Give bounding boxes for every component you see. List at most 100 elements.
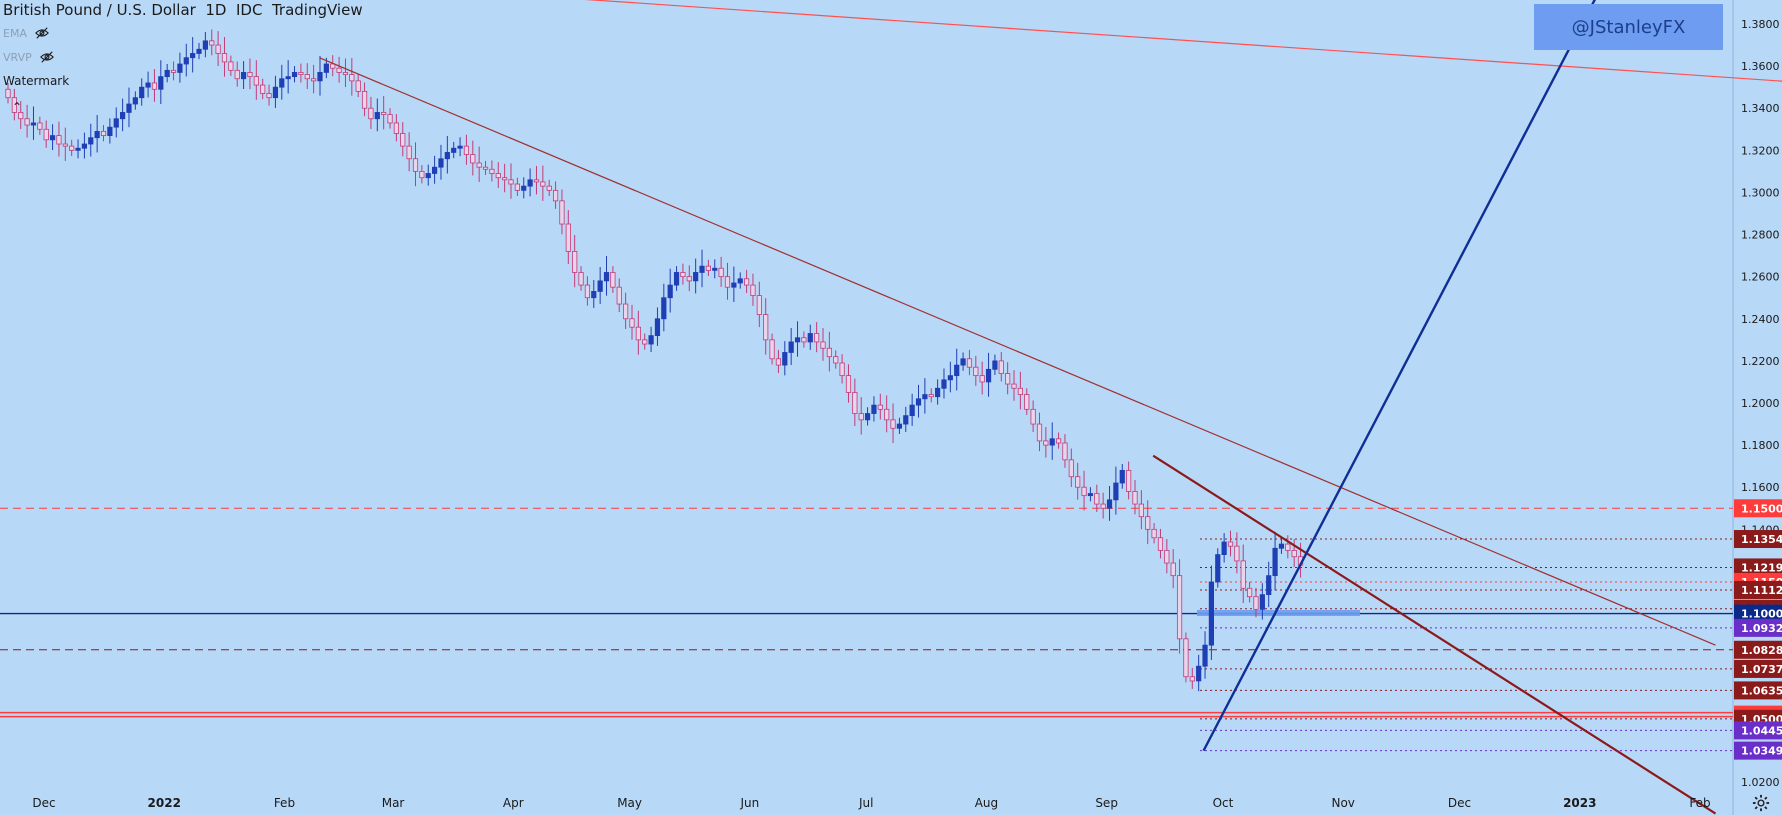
candle-body — [502, 177, 508, 181]
candle-body — [852, 392, 858, 414]
candle-body — [750, 284, 756, 297]
candle-body — [1157, 537, 1164, 551]
candle-body — [355, 80, 361, 92]
indicator-watermark[interactable]: Watermark — [3, 74, 70, 88]
eye-off-icon[interactable] — [39, 50, 54, 64]
candle-body — [686, 276, 692, 282]
collapse-chevron-icon[interactable]: ⌃ — [12, 100, 23, 114]
candle-body — [113, 118, 119, 128]
price-label-bg — [1734, 741, 1782, 760]
price-label-bg — [1734, 499, 1782, 518]
price-label: 1.0445 — [1741, 724, 1782, 737]
candle-body — [1253, 596, 1259, 610]
candle-body — [1240, 560, 1246, 589]
candle-body — [400, 133, 406, 147]
candle-body — [979, 375, 985, 383]
candle-body — [591, 291, 597, 299]
gear-icon[interactable] — [1752, 794, 1770, 812]
price-label: 1.0828 — [1741, 644, 1782, 657]
candle-body — [75, 147, 81, 151]
candle-body — [858, 413, 864, 421]
candle-body — [1068, 459, 1074, 478]
candle-body — [909, 404, 915, 417]
y-tick-label: 1.2000 — [1741, 397, 1780, 410]
candle-body — [1196, 665, 1202, 682]
candle-body — [1094, 493, 1100, 505]
candle-body — [56, 135, 62, 145]
candle-body — [183, 57, 189, 65]
candle-body — [37, 122, 43, 130]
trendline-long-term-resistance — [584, 0, 1782, 82]
candle-body — [304, 74, 310, 80]
price-label: 1.1500 — [1741, 502, 1782, 515]
candle-body — [1024, 394, 1030, 410]
candle-body — [247, 72, 253, 78]
indicator-label: VRVP — [3, 50, 32, 64]
candle-body — [572, 250, 578, 273]
y-tick-label: 1.2200 — [1741, 355, 1780, 368]
candle-body — [807, 333, 813, 343]
y-tick-label: 1.2800 — [1741, 229, 1780, 242]
candle-body — [820, 341, 826, 349]
candle-body — [1119, 469, 1125, 484]
candle-body — [540, 181, 546, 187]
candle-body — [1036, 423, 1043, 442]
candle-body — [1176, 575, 1183, 640]
candle-body — [1272, 547, 1278, 577]
candle-body — [546, 185, 552, 191]
horizontal-levels-layer — [0, 507, 1733, 752]
price-label-bg — [1734, 618, 1782, 637]
candle-body — [1285, 543, 1291, 551]
eye-off-icon[interactable] — [35, 26, 49, 40]
candle-body — [928, 394, 934, 398]
candle-body — [1017, 387, 1023, 395]
candle-body — [266, 93, 272, 99]
candle-body — [514, 183, 520, 191]
candle-body — [1259, 594, 1265, 610]
y-tick-label: 1.2600 — [1741, 271, 1780, 284]
candle-body — [648, 335, 654, 345]
indicator-label: EMA — [3, 26, 27, 40]
x-tick-label: 2023 — [1563, 796, 1596, 810]
candle-body — [107, 126, 113, 136]
candle-body — [1247, 587, 1253, 598]
candle-body — [839, 362, 845, 377]
candle-body — [260, 84, 266, 94]
price-label: 1.0349 — [1741, 745, 1782, 758]
time-axis: Dec 2022 Feb Mar Apr May Jun Jul Aug Sep Oct Nov Dec… — [32, 796, 1710, 810]
candle-body — [30, 122, 37, 126]
candle-body — [291, 72, 298, 78]
candle-body — [814, 333, 820, 343]
price-label-bg — [1734, 530, 1782, 549]
candle-body — [578, 272, 584, 286]
indicator-vrvp[interactable]: VRVP — [3, 50, 54, 64]
candle-body — [94, 130, 100, 139]
candle-body — [616, 286, 622, 305]
candle-body — [623, 303, 629, 320]
candle-body — [992, 360, 998, 370]
trendline-resistance — [1152, 454, 1717, 815]
candle-body — [100, 130, 107, 136]
candle-body — [1189, 676, 1195, 682]
candle-body — [565, 223, 571, 252]
candle-body — [387, 114, 393, 124]
candle-body — [922, 394, 928, 400]
candle-body — [985, 368, 992, 383]
candle-body — [1106, 499, 1113, 509]
candle-body — [629, 318, 635, 328]
candle-body — [1227, 541, 1234, 547]
candle-body — [1005, 373, 1011, 385]
candle-body — [1234, 545, 1240, 562]
indicator-ema[interactable]: EMA — [3, 26, 49, 40]
candle-body — [1266, 575, 1272, 596]
candle-body — [5, 88, 11, 99]
price-label: 1.1000 — [1741, 608, 1782, 621]
candle-body — [1208, 581, 1215, 646]
candle-body — [202, 40, 208, 50]
price-labels-layer: 1.15001.13541.12191.11501.11121.10231.10… — [1734, 499, 1782, 760]
candles-layer — [5, 29, 1304, 692]
x-tick-label: Jul — [858, 796, 873, 810]
x-tick-label: Dec — [1448, 796, 1471, 810]
candle-body — [69, 145, 75, 151]
